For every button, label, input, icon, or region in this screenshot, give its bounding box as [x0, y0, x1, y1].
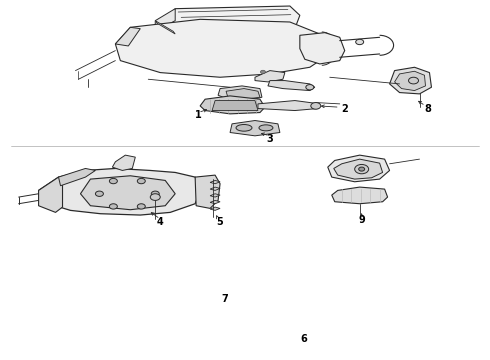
Text: 4: 4: [157, 217, 164, 228]
Polygon shape: [332, 187, 388, 204]
Circle shape: [261, 70, 266, 73]
Polygon shape: [115, 19, 330, 77]
Polygon shape: [155, 21, 175, 34]
Text: 9: 9: [358, 215, 365, 225]
Text: 1: 1: [195, 110, 201, 120]
Polygon shape: [334, 159, 383, 179]
Text: 7: 7: [221, 294, 228, 304]
Circle shape: [359, 167, 365, 171]
Circle shape: [311, 103, 321, 109]
Text: 2: 2: [342, 104, 348, 114]
Polygon shape: [210, 201, 220, 204]
Polygon shape: [58, 168, 96, 186]
Polygon shape: [155, 9, 175, 31]
Circle shape: [137, 179, 145, 184]
Circle shape: [306, 85, 314, 90]
Polygon shape: [112, 155, 135, 170]
Polygon shape: [210, 187, 220, 190]
Circle shape: [137, 204, 145, 209]
Polygon shape: [258, 100, 320, 111]
Polygon shape: [210, 207, 220, 210]
Circle shape: [355, 165, 368, 174]
Polygon shape: [226, 89, 260, 99]
Polygon shape: [170, 6, 300, 31]
Polygon shape: [39, 177, 63, 212]
Polygon shape: [39, 168, 200, 215]
Ellipse shape: [259, 125, 273, 131]
Text: 6: 6: [300, 334, 307, 344]
Circle shape: [109, 204, 118, 209]
Text: 8: 8: [424, 104, 431, 114]
Ellipse shape: [236, 125, 252, 131]
Circle shape: [151, 191, 159, 197]
Polygon shape: [195, 175, 220, 208]
Text: 5: 5: [217, 217, 223, 228]
Text: 3: 3: [267, 134, 273, 144]
Polygon shape: [115, 27, 140, 46]
Circle shape: [409, 77, 418, 84]
Polygon shape: [394, 71, 425, 91]
Circle shape: [150, 194, 160, 201]
Polygon shape: [268, 81, 315, 91]
Circle shape: [109, 179, 118, 184]
Polygon shape: [300, 33, 345, 64]
Polygon shape: [200, 96, 265, 114]
Polygon shape: [230, 121, 280, 136]
Polygon shape: [218, 86, 262, 100]
Polygon shape: [390, 67, 432, 94]
Circle shape: [356, 39, 364, 45]
Circle shape: [96, 191, 103, 197]
Polygon shape: [255, 71, 285, 82]
Polygon shape: [210, 180, 220, 184]
Polygon shape: [212, 100, 258, 111]
Polygon shape: [80, 176, 175, 210]
Polygon shape: [210, 194, 220, 197]
Polygon shape: [328, 155, 390, 182]
